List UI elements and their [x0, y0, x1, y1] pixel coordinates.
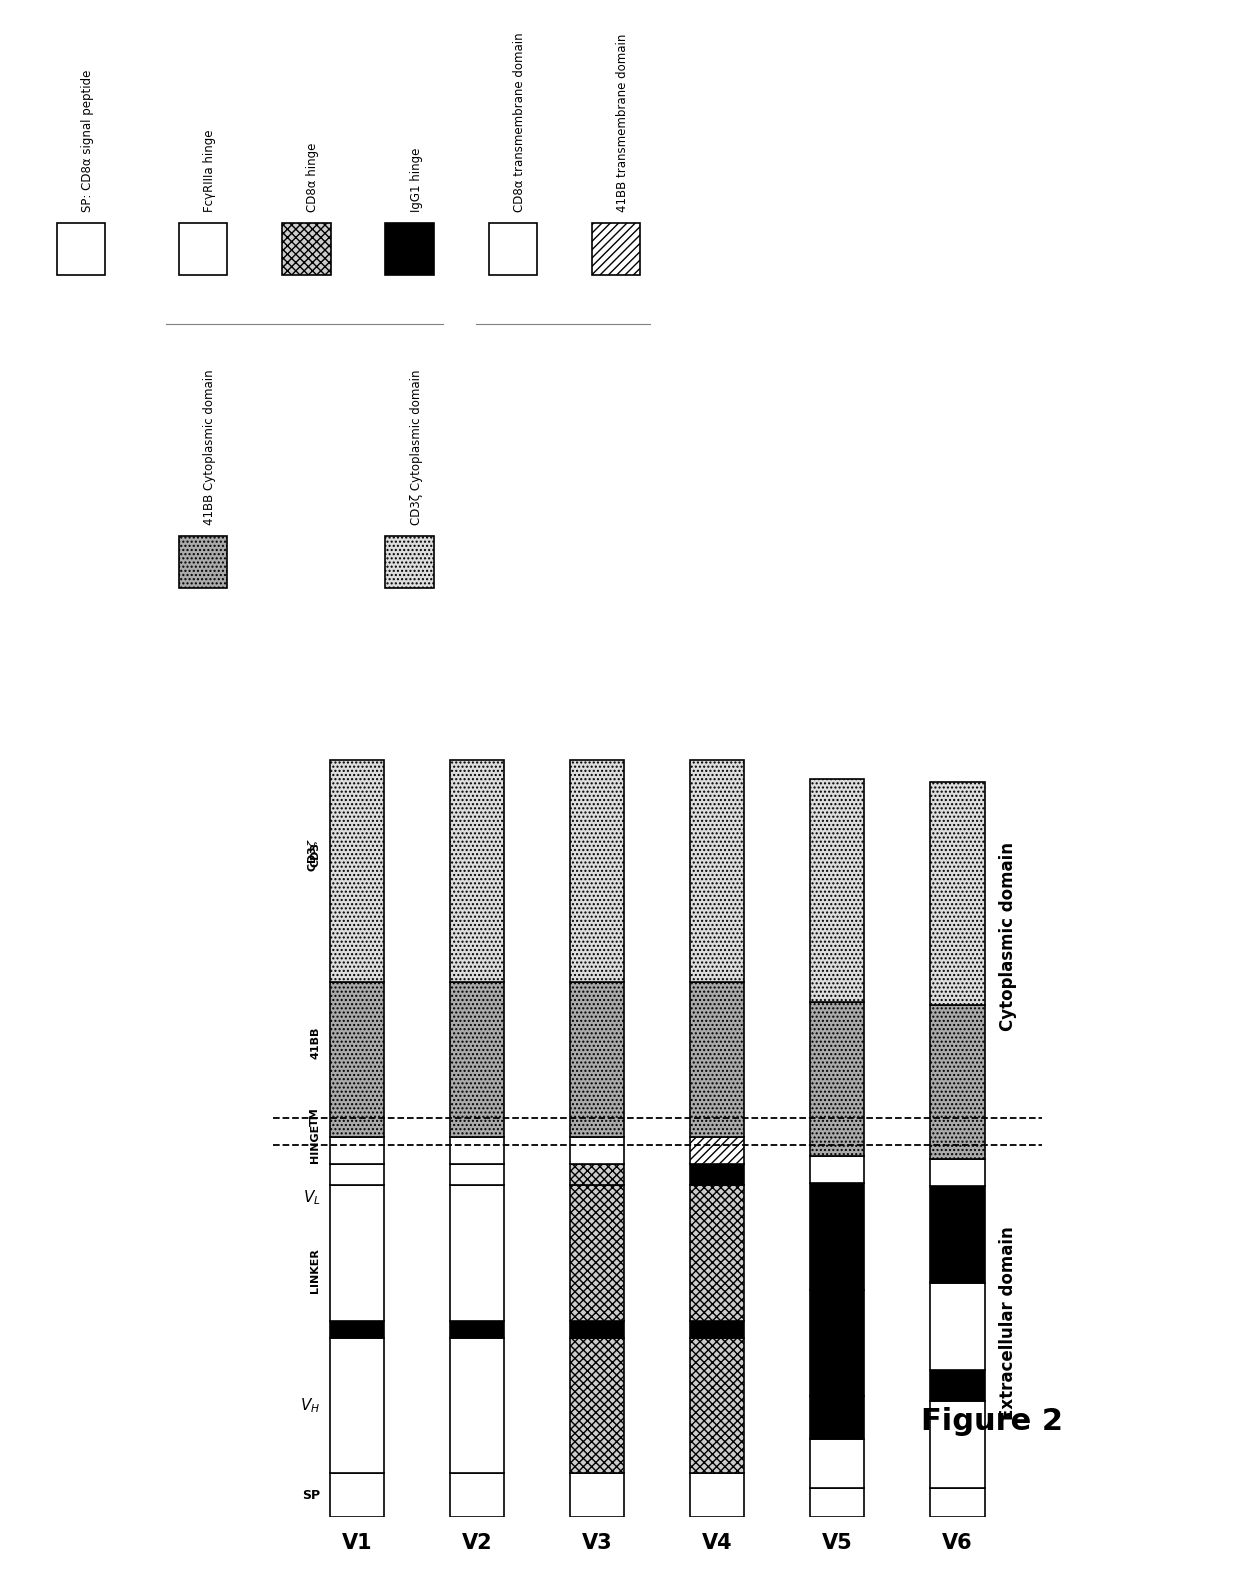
Bar — [570, 1164, 624, 1185]
Bar — [330, 1138, 384, 1164]
Bar — [691, 983, 744, 1138]
Bar — [450, 1321, 503, 1338]
Bar — [811, 1488, 864, 1517]
Text: CD8α hinge: CD8α hinge — [306, 142, 320, 212]
Text: CD3: CD3 — [310, 842, 320, 867]
Bar — [489, 223, 537, 275]
Text: $V_H$: $V_H$ — [300, 1397, 320, 1416]
Text: 41BB Cytoplasmic domain: 41BB Cytoplasmic domain — [203, 370, 216, 525]
Bar — [811, 1183, 864, 1289]
Bar — [691, 1321, 744, 1338]
Bar — [179, 223, 227, 275]
Bar — [330, 1473, 384, 1517]
Bar — [691, 760, 744, 983]
Text: CD3ζ Cytoplasmic domain: CD3ζ Cytoplasmic domain — [409, 370, 423, 525]
Bar — [930, 1283, 985, 1370]
Bar — [930, 782, 985, 1005]
Bar — [691, 1164, 744, 1185]
Text: HINGE: HINGE — [310, 1123, 320, 1163]
Bar — [691, 1185, 744, 1321]
Bar — [386, 223, 434, 275]
Bar — [930, 1488, 985, 1517]
Bar — [283, 223, 331, 275]
Bar — [330, 983, 384, 1138]
Bar — [811, 1439, 864, 1488]
Text: IgG1 hinge: IgG1 hinge — [409, 149, 423, 212]
Bar — [330, 760, 384, 983]
Bar — [450, 1185, 503, 1321]
Bar — [930, 1401, 985, 1488]
Bar — [450, 1473, 503, 1517]
Bar — [930, 1005, 985, 1160]
Bar — [570, 1138, 624, 1164]
Bar — [930, 1370, 985, 1401]
Text: CD3$\zeta$: CD3$\zeta$ — [306, 837, 320, 872]
Text: $V_L$: $V_L$ — [303, 1188, 320, 1207]
Bar — [330, 1321, 384, 1338]
Bar — [930, 1160, 985, 1187]
Bar — [930, 1187, 985, 1283]
Text: TM: TM — [310, 1108, 320, 1127]
Bar — [57, 223, 105, 275]
Text: Figure 2: Figure 2 — [921, 1408, 1063, 1436]
Bar — [570, 1185, 624, 1321]
Bar — [811, 1002, 864, 1157]
Text: SP: CD8α signal peptide: SP: CD8α signal peptide — [81, 70, 94, 212]
Text: CD8α transmembrane domain: CD8α transmembrane domain — [513, 33, 526, 212]
Bar — [811, 1397, 864, 1439]
Bar — [450, 1338, 503, 1473]
Text: 41BB transmembrane domain: 41BB transmembrane domain — [616, 35, 629, 212]
Bar — [450, 760, 503, 983]
Bar — [811, 1289, 864, 1397]
Text: SP: SP — [303, 1488, 320, 1503]
Text: 41BB: 41BB — [310, 1027, 320, 1059]
Text: Cytoplasmic domain: Cytoplasmic domain — [999, 842, 1017, 1032]
Bar — [450, 983, 503, 1138]
Text: Extracellular domain: Extracellular domain — [999, 1226, 1017, 1420]
Bar — [691, 1138, 744, 1164]
Bar — [591, 223, 640, 275]
Bar — [570, 760, 624, 983]
Bar — [330, 1338, 384, 1473]
Text: FcγRIIIa hinge: FcγRIIIa hinge — [203, 130, 216, 212]
Bar — [330, 1185, 384, 1321]
Bar — [811, 779, 864, 1002]
Bar — [691, 1473, 744, 1517]
Bar — [570, 1321, 624, 1338]
Bar — [179, 536, 227, 588]
Bar — [450, 1164, 503, 1185]
Text: LINKER: LINKER — [310, 1248, 320, 1292]
Bar — [330, 1164, 384, 1185]
Bar — [570, 983, 624, 1138]
Bar — [450, 1138, 503, 1164]
Bar — [811, 1157, 864, 1183]
Bar — [386, 536, 434, 588]
Bar — [691, 1338, 744, 1473]
Bar — [570, 1473, 624, 1517]
Bar — [570, 1338, 624, 1473]
